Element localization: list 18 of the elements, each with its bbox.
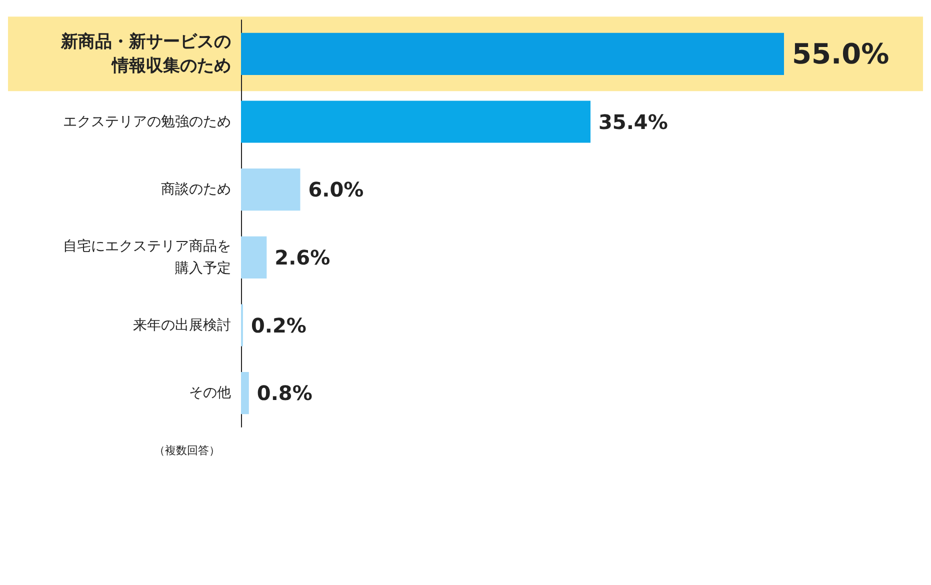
bar [241, 100, 590, 143]
y-tick-label: エクステリアの勉強のため [63, 114, 231, 130]
bar [241, 32, 784, 75]
data-label: 2.6% [274, 245, 330, 270]
y-tick-label: 商談のため [161, 182, 231, 198]
bar [241, 236, 267, 278]
text: （複数回答） [154, 444, 220, 457]
data-label: 0.8% [256, 381, 312, 406]
data-label: 6.0% [308, 178, 364, 202]
data-label: 0.2% [250, 313, 306, 338]
data-label: 35.4% [598, 110, 668, 134]
y-tick-label: その他 [189, 385, 231, 402]
y-tick-label: 自宅にエクステリア商品を購入予定 [63, 238, 231, 276]
bar [241, 372, 249, 414]
data-label: 55.0% [792, 37, 890, 70]
y-tick-label: 新商品・新サービスの情報収集のため [60, 32, 231, 76]
y-tick-label: 来年の出展検討 [133, 317, 231, 334]
bar [241, 168, 300, 211]
